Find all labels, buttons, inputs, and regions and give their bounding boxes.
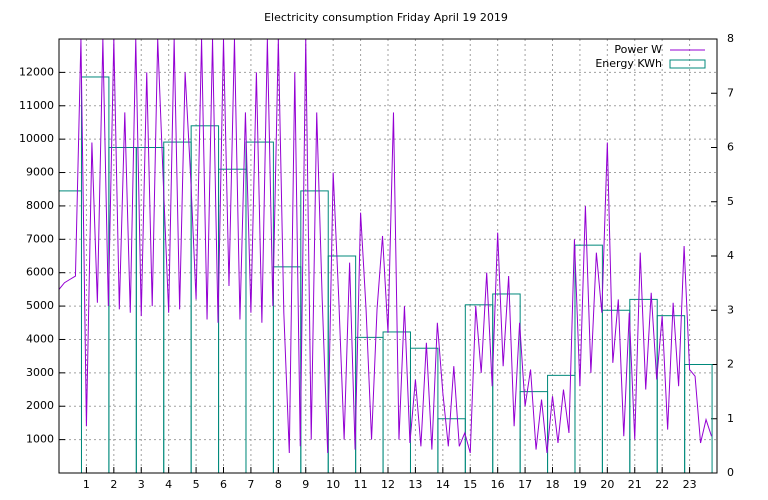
energy-box bbox=[190, 125, 220, 473]
energy-box bbox=[327, 255, 357, 473]
energy-box bbox=[409, 347, 439, 473]
y2-tick-label: 6 bbox=[727, 141, 734, 154]
x-tick-label: 12 bbox=[381, 478, 395, 491]
y2-tick-label: 1 bbox=[727, 412, 734, 425]
x-tick-label: 18 bbox=[546, 478, 560, 491]
x-tick-label: 1 bbox=[83, 478, 90, 491]
y-tick-label: 7000 bbox=[26, 232, 54, 245]
x-tick-label: 16 bbox=[491, 478, 505, 491]
y-tick-label: 1000 bbox=[26, 433, 54, 446]
x-tick-label: 13 bbox=[408, 478, 422, 491]
energy-box bbox=[519, 391, 549, 473]
x-tick-label: 20 bbox=[600, 478, 614, 491]
x-tick-label: 21 bbox=[628, 478, 642, 491]
y-tick-label: 2000 bbox=[26, 399, 54, 412]
y2-tick-label: 3 bbox=[727, 303, 734, 316]
energy-box bbox=[547, 374, 576, 473]
x-tick-label: 8 bbox=[275, 478, 282, 491]
x-tick-label: 15 bbox=[463, 478, 477, 491]
x-tick-label: 3 bbox=[138, 478, 145, 491]
energy-box bbox=[464, 304, 494, 473]
y-tick-label: 5000 bbox=[26, 299, 54, 312]
y-tick-label: 9000 bbox=[26, 166, 54, 179]
x-tick-label: 9 bbox=[302, 478, 309, 491]
x-tick-label: 22 bbox=[655, 478, 669, 491]
y-tick-label: 8000 bbox=[26, 199, 54, 212]
x-tick-label: 6 bbox=[220, 478, 227, 491]
x-tick-label: 5 bbox=[193, 478, 200, 491]
x-tick-label: 10 bbox=[326, 478, 340, 491]
x-tick-label: 19 bbox=[573, 478, 587, 491]
y2-tick-label: 8 bbox=[727, 32, 734, 45]
energy-box bbox=[684, 364, 713, 473]
energy-box bbox=[218, 168, 247, 473]
y-tick-label: 10000 bbox=[19, 132, 54, 145]
y-tick-label: 11000 bbox=[19, 99, 54, 112]
x-tick-label: 17 bbox=[518, 478, 532, 491]
legend-swatch bbox=[669, 59, 706, 69]
legend-label: Power W bbox=[614, 43, 662, 56]
energy-box bbox=[437, 418, 466, 473]
x-tick-label: 23 bbox=[683, 478, 697, 491]
energy-box bbox=[245, 141, 274, 473]
y-tick-label: 12000 bbox=[19, 65, 54, 78]
y2-tick-label: 2 bbox=[727, 358, 734, 371]
energy-box bbox=[272, 266, 302, 473]
plot-border bbox=[58, 38, 718, 474]
y-tick-label: 4000 bbox=[26, 332, 54, 345]
x-tick-label: 2 bbox=[110, 478, 117, 491]
y2-tick-label: 4 bbox=[727, 249, 734, 262]
legend-label: Energy KWh bbox=[595, 57, 662, 70]
y-tick-label: 6000 bbox=[26, 266, 54, 279]
power-line bbox=[59, 39, 712, 454]
chart-title: Electricity consumption Friday April 19 … bbox=[264, 11, 508, 24]
x-tick-label: 7 bbox=[247, 478, 254, 491]
x-tick-label: 4 bbox=[165, 478, 172, 491]
y2-tick-label: 0 bbox=[727, 466, 734, 479]
x-tick-label: 11 bbox=[354, 478, 368, 491]
x-tick-label: 14 bbox=[436, 478, 450, 491]
y2-tick-label: 5 bbox=[727, 195, 734, 208]
y-tick-label: 3000 bbox=[26, 366, 54, 379]
y2-tick-label: 7 bbox=[727, 86, 734, 99]
energy-box bbox=[59, 190, 82, 473]
energy-box bbox=[355, 336, 384, 473]
